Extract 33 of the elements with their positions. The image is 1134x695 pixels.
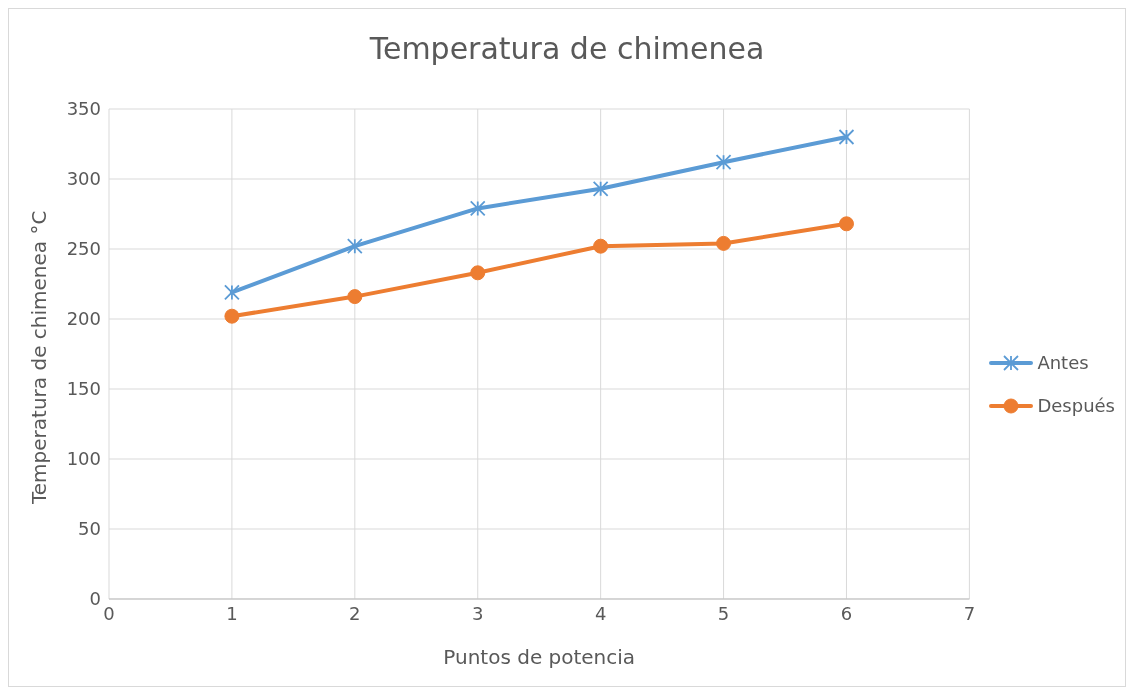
y-axis-title: Temperatura de chimenea °C: [27, 210, 52, 505]
y-tick-label: 250: [66, 238, 101, 260]
point: [593, 238, 609, 254]
point: [224, 308, 240, 324]
point: [347, 289, 363, 305]
y-tick-label: 200: [66, 308, 101, 330]
x-tick-label: 2: [349, 602, 361, 624]
x-tick-label: 0: [103, 602, 115, 624]
legend-label: Después: [1037, 395, 1115, 416]
y-tick-label: 350: [66, 98, 101, 120]
y-tick-label: 0: [89, 588, 101, 610]
chart-title: Temperatura de chimenea: [368, 31, 766, 66]
point: [470, 265, 486, 281]
point: [592, 180, 609, 197]
y-tick-label: 100: [66, 448, 101, 470]
point: [838, 216, 854, 232]
legend-label: Antes: [1037, 352, 1089, 373]
point: [224, 284, 240, 301]
x-tick-label: 4: [594, 602, 607, 624]
x-tick-label: 6: [840, 602, 853, 624]
y-tick-label: 50: [78, 518, 101, 540]
point: [716, 235, 732, 251]
x-tick-label: 7: [963, 602, 976, 624]
x-tick-label: 5: [717, 602, 730, 624]
x-axis-title: Puntos de potencia: [443, 645, 636, 669]
point: [469, 200, 486, 217]
point: [838, 129, 855, 145]
point: [715, 154, 732, 171]
x-tick-label: 3: [472, 602, 484, 624]
y-tick-label: 150: [66, 378, 101, 400]
point: [346, 238, 363, 255]
y-tick-label: 300: [66, 168, 101, 190]
x-tick-label: 1: [226, 602, 238, 624]
